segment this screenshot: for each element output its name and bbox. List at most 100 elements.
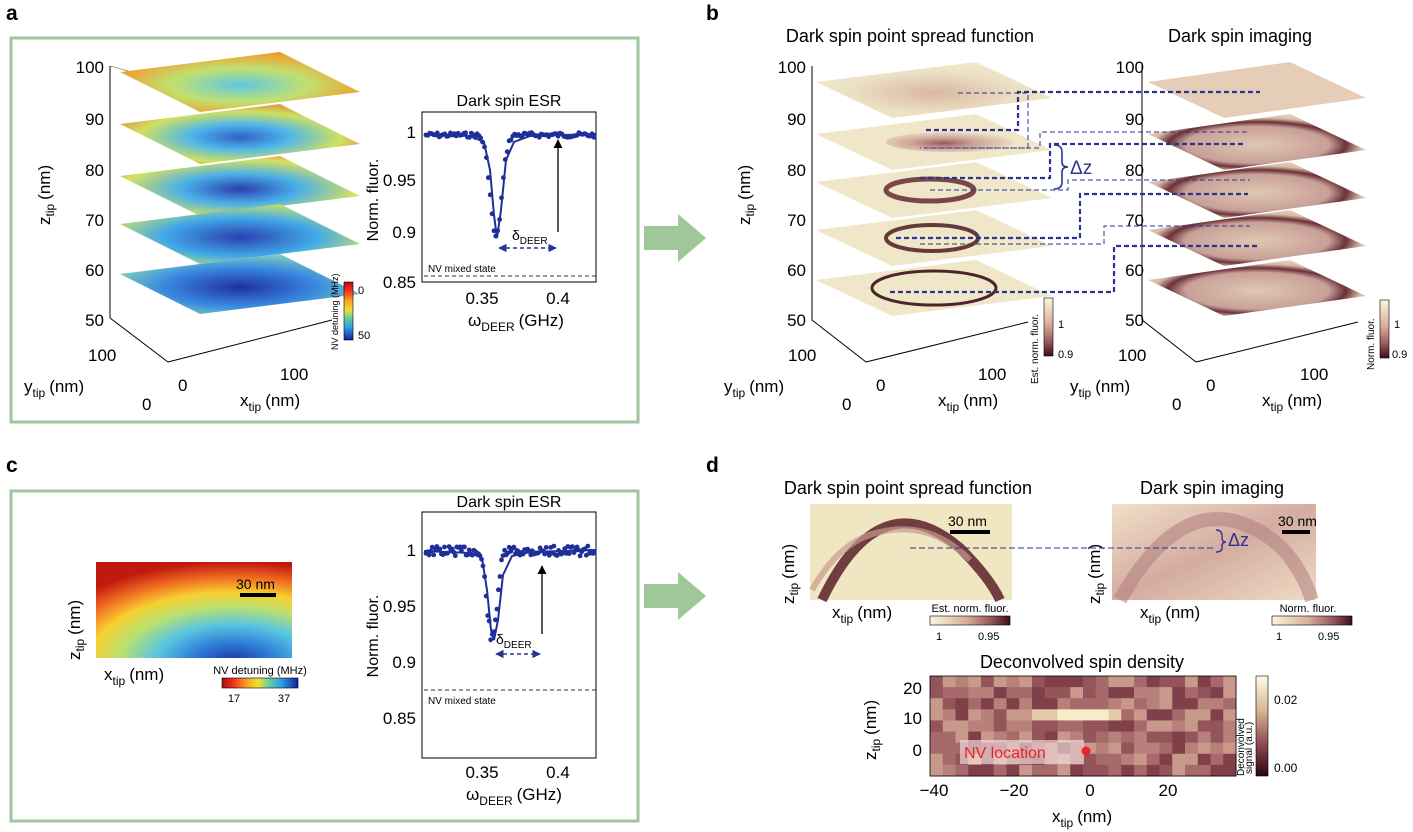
deconv-pixel <box>942 698 956 710</box>
deconv-z-label: ztip(nm) <box>861 700 883 760</box>
deconv-pixel <box>930 742 944 755</box>
esr-data-point <box>591 134 597 140</box>
colorbar-tick: 17 <box>228 693 240 705</box>
z-tick: 70 <box>85 211 104 230</box>
panel-b-x-label: xtip (nm) <box>938 391 998 414</box>
esr-data-point <box>497 217 502 222</box>
deconv-pixel <box>1070 709 1084 721</box>
deconv-pixel <box>1019 720 1033 733</box>
deconv-pixel <box>1044 676 1058 688</box>
deconv-pixel <box>981 687 995 699</box>
deconv-pixel <box>968 698 982 710</box>
deconv-pixel <box>1057 720 1071 733</box>
deconv-pixel <box>993 698 1007 710</box>
panel-d-delta-z-brace <box>1215 529 1227 553</box>
deconv-pixel <box>1070 687 1084 699</box>
deconv-pixel <box>1032 676 1046 688</box>
deconv-pixel <box>1083 753 1097 766</box>
y-tick: 0 <box>1172 395 1181 414</box>
colorbar-tick: 1 <box>1058 319 1064 331</box>
deconv-pixel <box>1032 764 1046 777</box>
esr-data-point <box>477 553 483 558</box>
deconv-pixel <box>968 764 982 777</box>
deconv-pixel <box>1223 731 1237 744</box>
panel-letter-b: b <box>706 2 719 25</box>
x-tick: 100 <box>1300 365 1328 384</box>
nv-location-label: NV location <box>964 745 1046 762</box>
deconv-pixel <box>1108 676 1122 688</box>
mixed-state-label: NV mixed state <box>428 696 496 707</box>
z-tick: 60 <box>1125 261 1144 280</box>
esr-data-point <box>495 228 501 234</box>
deconv-pixel <box>942 731 956 744</box>
colorbar-tick: 0.9 <box>1392 349 1407 361</box>
deconv-pixel <box>981 731 995 744</box>
esr-data-point <box>434 130 440 136</box>
colorbar-tick: 50 <box>358 330 370 342</box>
z-tick: 70 <box>787 211 806 230</box>
y-tick: 100 <box>88 346 116 365</box>
esr-data-point <box>459 548 464 554</box>
panel-c-esr-plot: Dark spin ESR Norm. fluor. 1 0.95 0.9 0.… <box>365 494 597 808</box>
esr-data-point <box>491 228 497 234</box>
deconv-pixel <box>1172 720 1186 733</box>
deconv-pixel <box>930 720 944 733</box>
deconv-pixel <box>1057 709 1071 721</box>
deconv-pixel <box>1185 676 1199 688</box>
deconv-pixel <box>1070 676 1084 688</box>
deconv-pixel <box>1108 709 1122 721</box>
panel-d-psf-x-label: xtip (nm) <box>832 603 892 626</box>
deconv-pixel <box>930 676 944 688</box>
deconv-pixel <box>1006 709 1020 721</box>
esr-data-point <box>442 544 447 550</box>
panel-a-colorbar <box>343 281 354 341</box>
deconv-pixel <box>993 764 1007 777</box>
deconv-pixel <box>1121 687 1135 699</box>
deconv-pixel <box>1070 720 1084 733</box>
img-plane-80 <box>1148 162 1366 218</box>
esr-data-point <box>466 547 472 553</box>
panel-d-img-x-label: xtip (nm) <box>1140 603 1200 626</box>
deconv-pixel <box>942 720 956 733</box>
z-tick: 100 <box>76 58 104 77</box>
panel-letter-a: a <box>6 2 18 25</box>
detuning-plane-70 <box>120 204 360 264</box>
esr-x-tick: 0.35 <box>465 289 498 308</box>
nv-location-dot <box>1081 746 1091 756</box>
esr-data-point <box>543 545 549 550</box>
esr-data-point <box>502 547 507 553</box>
esr-data-point <box>478 135 484 141</box>
esr-ylabel: Norm. fluor. <box>365 595 382 678</box>
deconv-pixel <box>1197 764 1211 777</box>
deconv-pixel <box>1210 731 1224 744</box>
flow-arrow-bottom <box>644 572 706 620</box>
deconv-pixel <box>1121 720 1135 733</box>
esr-data-point <box>493 617 498 623</box>
deconv-y-tick: 20 <box>903 679 922 698</box>
panel-b-psf-colorbar-label: Est. norm. fluor. <box>1030 314 1041 384</box>
deconv-y-tick: 10 <box>903 709 922 728</box>
deconv-pixel <box>1032 720 1046 733</box>
deconv-pixel <box>1185 698 1199 710</box>
deconv-pixel <box>1197 698 1211 710</box>
deconv-y-tick: 0 <box>913 741 922 760</box>
esr-x-tick: 0.35 <box>465 763 498 782</box>
y-tick: 0 <box>142 395 151 414</box>
deconv-x-label: xtip (nm) <box>1052 807 1112 830</box>
deconv-pixel <box>1146 676 1160 688</box>
esr-xlabel: ωDEER (GHz) <box>466 785 562 808</box>
deconv-pixel <box>1057 731 1071 744</box>
panel-b-psf-colorbar <box>1043 297 1054 357</box>
deconv-pixel <box>1095 720 1109 733</box>
panel-d-delta-z-label: Δz <box>1228 530 1249 550</box>
deconv-pixel <box>1172 764 1186 777</box>
deconv-pixel <box>1019 709 1033 721</box>
panel-d-img-z-label: ztip(nm) <box>1085 544 1107 604</box>
z-tick: 90 <box>787 110 806 129</box>
detuning-plane-90 <box>120 104 360 164</box>
esr-data-point <box>520 551 526 557</box>
img-plane-60 <box>1148 260 1366 316</box>
panel-b-img-stack <box>1141 62 1366 363</box>
deconv-pixel <box>942 742 956 755</box>
deconv-pixel <box>1006 764 1020 777</box>
